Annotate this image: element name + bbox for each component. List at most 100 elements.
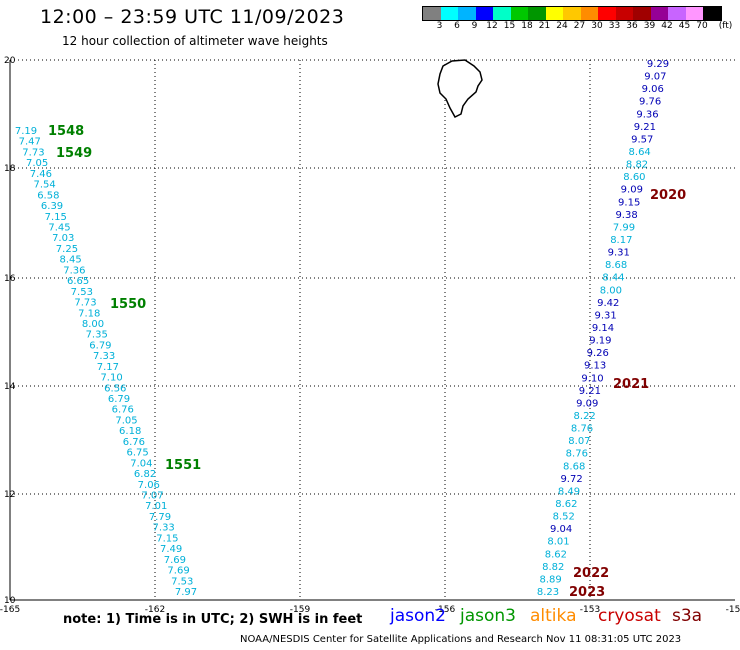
pass-label: 2023 xyxy=(569,585,605,600)
legend-tick: 33 xyxy=(608,21,621,31)
legend-tick: 27 xyxy=(573,21,586,31)
x-tick-label: -156 xyxy=(435,605,456,615)
legend-tick: 42 xyxy=(661,21,673,31)
pass-label: 2022 xyxy=(573,566,609,581)
swh-value: 9.21 xyxy=(579,386,601,397)
swh-value: 7.05 xyxy=(115,415,137,426)
footnote: note: 1) Time is in UTC; 2) SWH is in fe… xyxy=(63,612,363,627)
legend-tick: (ft) xyxy=(718,21,733,31)
legend-swatch xyxy=(493,7,511,20)
legend-swatch xyxy=(510,7,528,20)
y-tick-label: 14 xyxy=(4,382,16,392)
swh-value: 8.82 xyxy=(626,160,648,171)
swh-value: 9.09 xyxy=(621,185,643,196)
y-tick-label: 20 xyxy=(4,56,16,66)
swh-value: 9.19 xyxy=(589,336,611,347)
swh-value: 7.53 xyxy=(171,576,193,587)
legend-swatch xyxy=(650,7,668,20)
color-scale-legend xyxy=(422,6,722,21)
swh-value: 8.60 xyxy=(623,172,645,183)
legend-swatch xyxy=(685,7,703,20)
swh-value: 7.03 xyxy=(52,233,74,244)
swh-value: 7.54 xyxy=(33,180,55,191)
x-tick-label: -159 xyxy=(290,605,311,615)
swh-value: 7.05 xyxy=(26,158,48,169)
swh-value: 6.39 xyxy=(41,201,63,212)
legend-tick: 3 xyxy=(436,21,443,31)
pass-label: 1548 xyxy=(48,124,84,139)
legend-swatch xyxy=(458,7,476,20)
swh-value: 8.17 xyxy=(610,235,632,246)
swh-value: 8.22 xyxy=(574,411,596,422)
x-tick-label: -153 xyxy=(580,605,600,615)
swh-value: 7.01 xyxy=(145,501,167,512)
legend-swatch xyxy=(633,7,651,20)
swh-value: 7.10 xyxy=(100,373,122,384)
axis-labels: -165 -162 -159 -156 -153 -15 20 18 16 14 12 10 xyxy=(0,56,740,615)
swh-value: 7.36 xyxy=(63,265,85,276)
swh-value: 6.76 xyxy=(123,437,145,448)
satellite-legend-item: altika xyxy=(530,606,577,626)
swh-value: 8.23 xyxy=(537,587,559,598)
swh-value: 9.29 xyxy=(647,59,669,70)
legend-tick: 21 xyxy=(538,21,551,31)
swh-value: 9.31 xyxy=(594,310,616,321)
legend-tick: 24 xyxy=(556,21,568,31)
y-tick-label: 10 xyxy=(4,596,16,606)
swh-value: 8.82 xyxy=(542,562,564,573)
legend-swatch xyxy=(668,7,686,20)
swh-value: 8.01 xyxy=(547,537,569,548)
swh-value: 7.07 xyxy=(141,491,163,502)
x-tick-label: -162 xyxy=(145,605,165,615)
satellite-legend-item: jason3 xyxy=(460,606,516,626)
legend-tick: 70 xyxy=(696,21,708,31)
swh-value: 6.18 xyxy=(119,426,141,437)
swh-value: 8.00 xyxy=(600,285,622,296)
swh-value: 7.15 xyxy=(45,212,67,223)
y-tick-label: 12 xyxy=(4,490,15,500)
legend-swatch xyxy=(615,7,633,20)
legend-swatch xyxy=(703,7,721,20)
legend-tick: 30 xyxy=(591,21,603,31)
swh-value: 7.19 xyxy=(15,126,37,137)
swh-value: 9.57 xyxy=(631,134,653,145)
legend-swatch xyxy=(580,7,598,20)
legend-tick: 6 xyxy=(454,21,460,31)
legend-tick: 12 xyxy=(486,21,498,31)
swh-value: 9.21 xyxy=(634,122,656,133)
legend-tick: 18 xyxy=(521,21,533,31)
swh-value: 8.89 xyxy=(539,574,561,585)
swh-track-labels: 7.197.477.737.057.467.546.586.397.157.45… xyxy=(15,59,669,598)
swh-value: 6.75 xyxy=(126,448,148,459)
swh-value: 8.45 xyxy=(60,255,82,266)
pass-label: 1551 xyxy=(165,458,201,473)
swh-value: 9.36 xyxy=(636,109,658,120)
pass-label: 1550 xyxy=(110,297,146,312)
swh-value: 9.14 xyxy=(592,323,614,334)
legend-tick: 45 xyxy=(678,21,691,31)
satellite-legend-item: s3a xyxy=(672,606,703,626)
y-tick-label: 18 xyxy=(4,164,16,174)
page-title: 12:00 – 23:59 UTC 11/09/2023 xyxy=(40,6,345,28)
pass-label: 1549 xyxy=(56,146,92,161)
y-tick-label: 16 xyxy=(4,274,16,284)
swh-value: 8.62 xyxy=(545,549,567,560)
swh-value: 8.64 xyxy=(629,147,651,158)
swh-value: 7.18 xyxy=(78,308,100,319)
swh-value: 9.06 xyxy=(642,84,664,95)
swh-value: 8.49 xyxy=(558,486,580,497)
swh-value: 9.04 xyxy=(550,524,572,535)
swh-value: 7.69 xyxy=(164,555,186,566)
legend-swatch xyxy=(563,7,581,20)
swh-value: 8.00 xyxy=(82,319,104,330)
pass-label: 2020 xyxy=(650,188,686,203)
swh-value: 6.65 xyxy=(67,276,89,287)
legend-swatch xyxy=(475,7,493,20)
legend-swatch xyxy=(440,7,458,20)
swh-value: 7.33 xyxy=(93,351,115,362)
legend-tick: 9 xyxy=(471,21,478,31)
swh-value: 7.45 xyxy=(48,222,70,233)
swh-value: 8.52 xyxy=(553,512,575,523)
swh-value: 6.79 xyxy=(108,394,130,405)
